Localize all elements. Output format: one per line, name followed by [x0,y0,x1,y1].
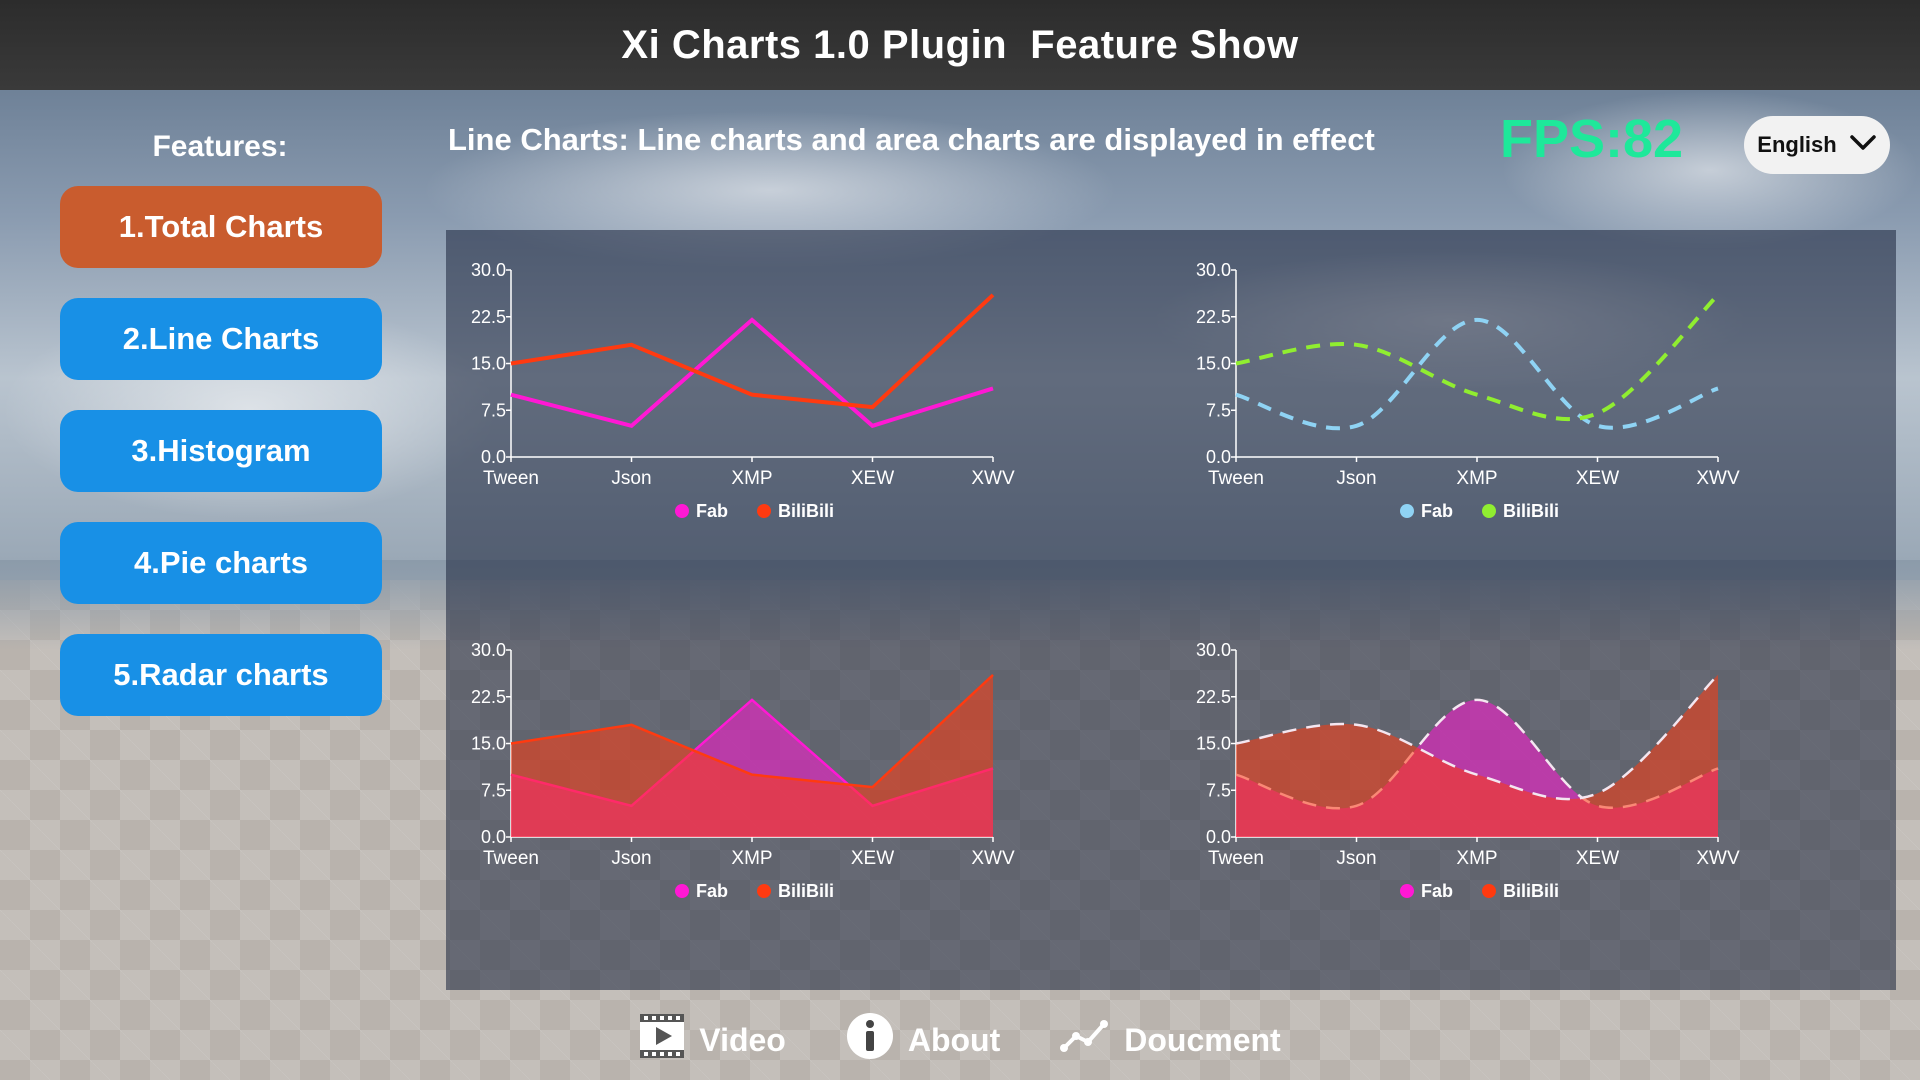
line-chart-straight: 0.0 7.5 15.0 22.5 30.0 Tween Json XMP XEW XWV Fab B… [471,260,1015,521]
x-tick-label: Json [611,468,651,489]
fps-counter: FPS:82 [1500,109,1684,169]
x-tick-label: Json [1336,848,1376,869]
legend-label: Fab [696,881,728,901]
info-icon [846,1012,894,1068]
x-tick-label: XEW [1576,848,1619,869]
legend-label: BiliBili [1503,501,1559,521]
legend-marker [757,504,771,518]
about-link[interactable]: About [846,1012,1000,1068]
area-chart-straight: 0.0 7.5 15.0 22.5 30.0 Tween Json XMP XEW XWV Fab B… [471,640,1015,901]
x-tick-label: XWV [1696,848,1740,869]
area-fill-bilibili [511,674,993,837]
y-tick-label: 7.5 [481,780,506,800]
nav-total-charts-button[interactable]: 1.Total Charts [60,186,382,268]
language-value: English [1757,132,1837,157]
legend-label: BiliBili [778,501,834,521]
chevron-down-icon [1849,132,1877,158]
x-tick-label: XMP [1456,848,1497,869]
y-tick-label: 0.0 [1206,827,1231,847]
x-tick-label: Json [611,848,651,869]
y-tick-label: 30.0 [471,640,506,660]
series-line-fab [510,317,994,429]
legend-marker [675,884,689,898]
x-tick-label: XEW [851,468,894,489]
charts-panel: 0.0 7.5 15.0 22.5 30.0 Tween Json XMP XEW XWV Fab B… [446,230,1896,990]
x-tick-label: Tween [483,848,539,869]
document-link[interactable]: Doucment [1060,1016,1281,1064]
legend-label: Fab [1421,501,1453,521]
x-tick-label: XMP [731,468,772,489]
legend-label: Fab [1421,881,1453,901]
line-chart-smooth-dashed: 0.0 7.5 15.0 22.5 30.0 Tween Json XMP XEW XWV Fab B… [1196,260,1740,521]
y-tick-label: 0.0 [1206,447,1231,467]
legend-label: Fab [696,501,728,521]
language-dropdown[interactable]: English [1744,116,1890,174]
nav-histogram-button[interactable]: 3.Histogram [60,410,382,492]
legend-label: BiliBili [778,881,834,901]
title-bar: Xi Charts 1.0 Plugin Feature Show [0,0,1920,90]
page-title: Xi Charts 1.0 Plugin Feature Show [621,22,1299,67]
x-tick-label: XEW [851,848,894,869]
y-tick-label: 22.5 [471,307,506,327]
series-line-bilibili [510,293,995,410]
footer-links: Video About Doucment [0,1000,1920,1080]
area-fill-bilibili [1236,674,1718,837]
y-tick-label: 22.5 [1196,307,1231,327]
about-label: About [907,1021,1001,1058]
y-tick-label: 0.0 [481,447,506,467]
y-tick-label: 0.0 [481,827,506,847]
y-tick-label: 22.5 [471,687,506,707]
section-subtitle: Line Charts: Line charts and area charts… [448,122,1375,157]
video-link[interactable]: Video [639,1013,786,1067]
x-tick-label: XWV [971,468,1015,489]
video-icon [639,1013,685,1067]
x-tick-label: Tween [1208,468,1264,489]
y-tick-label: 30.0 [1196,260,1231,280]
legend-marker [757,884,771,898]
legend-marker [1400,884,1414,898]
x-tick-label: XMP [731,848,772,869]
video-label: Video [699,1021,786,1058]
document-label: Doucment [1124,1021,1281,1058]
y-tick-label: 7.5 [1206,400,1231,420]
legend-marker [675,504,689,518]
x-tick-label: Tween [483,468,539,489]
area-fill-fab [1236,699,1718,837]
x-tick-label: Tween [1208,848,1264,869]
area-fill-fab [511,699,993,837]
nav-radar-charts-button[interactable]: 5.Radar charts [60,634,382,716]
y-tick-label: 7.5 [1206,780,1231,800]
y-tick-label: 30.0 [1196,640,1231,660]
x-tick-label: XWV [971,848,1015,869]
line-chart-icon [1060,1016,1110,1064]
y-tick-label: 15.0 [1196,734,1231,754]
x-tick-label: XWV [1696,468,1740,489]
y-tick-label: 15.0 [1196,354,1231,374]
x-tick-label: XEW [1576,468,1619,489]
y-tick-label: 7.5 [481,400,506,420]
legend-label: BiliBili [1503,881,1559,901]
x-tick-label: Json [1336,468,1376,489]
series-line-bilibili [1235,674,1719,801]
x-tick-label: XMP [1456,468,1497,489]
y-tick-label: 15.0 [471,354,506,374]
series-line-bilibili [1235,293,1720,422]
legend-marker [1482,884,1496,898]
y-tick-label: 15.0 [471,734,506,754]
nav-line-charts-button[interactable]: 2.Line Charts [60,298,382,380]
features-label: Features: [152,130,288,163]
y-tick-label: 30.0 [471,260,506,280]
y-tick-label: 22.5 [1196,687,1231,707]
area-chart-smooth-dashed: 0.0 7.5 15.0 22.5 30.0 Tween Json XMP XEW XWV Fab B… [1196,640,1740,901]
nav-pie-charts-button[interactable]: 4.Pie charts [60,522,382,604]
legend-marker [1482,504,1496,518]
legend-marker [1400,504,1414,518]
